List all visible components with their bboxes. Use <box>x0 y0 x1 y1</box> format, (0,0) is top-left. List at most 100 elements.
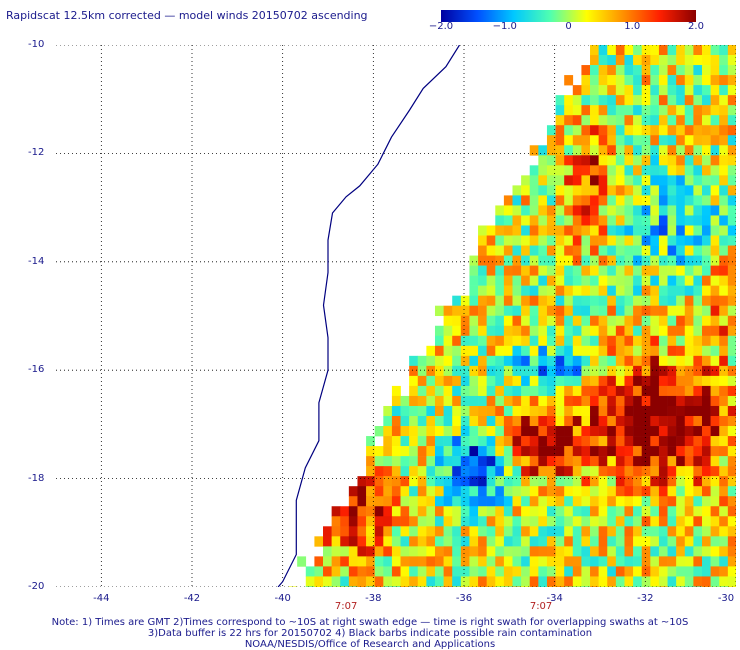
data-cell <box>366 486 375 497</box>
data-cell <box>503 325 513 337</box>
data-cell <box>512 305 522 317</box>
data-cell <box>641 295 651 307</box>
data-cell <box>331 556 341 567</box>
data-cell <box>443 496 453 507</box>
data-cell <box>676 125 686 136</box>
data-cell <box>615 45 625 56</box>
data-cell <box>503 546 513 557</box>
data-cell <box>676 105 686 116</box>
data-cell <box>400 576 410 587</box>
data-cell <box>581 415 591 427</box>
data-cell <box>727 145 736 156</box>
data-cell <box>478 375 487 387</box>
data-cell <box>495 395 505 407</box>
data-cell <box>650 395 660 407</box>
data-cell <box>719 516 729 527</box>
data-cell <box>546 195 556 206</box>
data-cell <box>598 255 608 266</box>
data-cell <box>555 566 565 577</box>
data-cell <box>486 466 496 477</box>
data-cell <box>555 395 565 407</box>
data-cell <box>538 536 548 547</box>
data-cell <box>555 415 565 427</box>
data-cell <box>624 325 634 337</box>
data-cell <box>529 456 539 467</box>
data-cell <box>650 405 660 417</box>
data-cell <box>684 145 694 156</box>
data-cell <box>512 185 522 196</box>
data-cell <box>538 195 548 206</box>
longitude-label: -34 <box>546 593 563 604</box>
data-cell <box>633 225 643 236</box>
data-cell <box>676 395 686 407</box>
data-cell <box>546 365 556 377</box>
data-cell <box>495 476 505 487</box>
data-cell <box>572 295 582 307</box>
data-cell <box>702 45 711 56</box>
data-cell <box>727 496 736 507</box>
data-cell <box>555 235 565 246</box>
data-cell <box>564 325 574 337</box>
data-cell <box>607 155 617 166</box>
data-cell <box>676 145 686 156</box>
data-cell <box>727 415 736 427</box>
data-cell <box>409 355 419 367</box>
data-cell <box>693 205 703 216</box>
data-cell <box>607 195 617 206</box>
data-cell <box>641 335 651 347</box>
data-cell <box>564 546 574 557</box>
data-cell <box>452 426 462 437</box>
data-cell <box>624 476 634 487</box>
data-cell <box>546 215 556 226</box>
data-cell <box>529 546 539 557</box>
data-cell <box>719 456 729 467</box>
data-cell <box>727 185 736 196</box>
data-cell <box>702 235 711 246</box>
data-cell <box>658 265 668 276</box>
data-cell <box>693 195 703 206</box>
data-cell <box>555 546 565 557</box>
data-cell <box>727 55 736 66</box>
data-cell <box>676 295 686 307</box>
data-cell <box>486 325 496 337</box>
data-cell <box>383 576 393 587</box>
data-cell <box>641 385 651 397</box>
data-cell <box>727 456 736 467</box>
data-cell <box>538 265 548 276</box>
data-cell <box>572 195 582 206</box>
data-cell <box>434 586 444 587</box>
data-cell <box>348 526 358 537</box>
data-cell <box>469 335 479 347</box>
data-cell <box>624 395 634 407</box>
data-cell <box>607 65 617 76</box>
pass-time-label: 7:07 <box>529 601 553 612</box>
data-cell <box>615 115 625 126</box>
data-cell <box>615 265 625 276</box>
data-cell <box>546 155 556 166</box>
data-cell <box>521 526 531 537</box>
data-cell <box>417 436 427 447</box>
data-cell <box>607 165 617 176</box>
data-cell <box>521 225 531 236</box>
data-cell <box>434 325 444 337</box>
data-cell <box>478 295 487 307</box>
data-cell <box>650 105 660 116</box>
data-cell <box>676 546 686 557</box>
data-cell <box>633 175 643 186</box>
data-cell <box>598 456 608 467</box>
data-cell <box>495 466 505 477</box>
data-cell <box>486 546 496 557</box>
data-cell <box>323 556 332 567</box>
data-cell <box>529 335 539 347</box>
data-cell <box>607 436 617 447</box>
data-cell <box>727 576 736 587</box>
data-cell <box>624 385 634 397</box>
data-cell <box>667 335 677 347</box>
data-cell <box>572 526 582 537</box>
data-cell <box>400 566 410 577</box>
data-cell <box>590 255 599 266</box>
data-cell <box>676 95 686 106</box>
data-cell <box>676 255 686 266</box>
data-cell <box>434 436 444 447</box>
data-cell <box>529 375 539 387</box>
